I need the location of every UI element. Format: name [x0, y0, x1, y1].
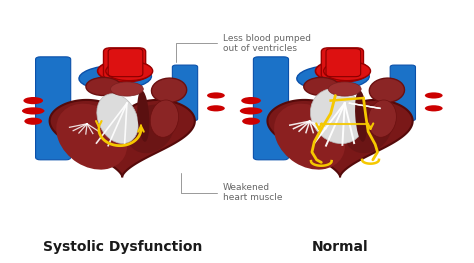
Ellipse shape — [137, 90, 149, 142]
Ellipse shape — [241, 97, 261, 104]
Text: Less blood pumped
out of ventricles: Less blood pumped out of ventricles — [176, 34, 311, 62]
FancyBboxPatch shape — [326, 49, 361, 77]
Ellipse shape — [242, 118, 260, 125]
FancyBboxPatch shape — [36, 57, 71, 160]
Text: Normal: Normal — [312, 240, 368, 254]
Ellipse shape — [97, 94, 138, 144]
FancyBboxPatch shape — [173, 65, 198, 121]
Ellipse shape — [86, 77, 121, 95]
Ellipse shape — [425, 105, 443, 112]
FancyBboxPatch shape — [103, 48, 146, 79]
FancyBboxPatch shape — [108, 49, 143, 77]
Ellipse shape — [324, 61, 371, 81]
Ellipse shape — [240, 107, 262, 114]
Ellipse shape — [24, 118, 42, 125]
Ellipse shape — [425, 92, 443, 99]
Ellipse shape — [207, 105, 225, 112]
Polygon shape — [267, 100, 413, 176]
Text: Systolic Dysfunction: Systolic Dysfunction — [43, 240, 202, 254]
Ellipse shape — [344, 105, 392, 153]
Ellipse shape — [106, 61, 153, 81]
FancyBboxPatch shape — [390, 65, 416, 121]
Polygon shape — [50, 100, 195, 176]
Ellipse shape — [355, 90, 367, 142]
Ellipse shape — [152, 78, 187, 103]
Ellipse shape — [310, 88, 365, 144]
Ellipse shape — [368, 100, 396, 137]
Ellipse shape — [207, 92, 225, 99]
Ellipse shape — [316, 60, 369, 82]
Ellipse shape — [98, 60, 152, 82]
FancyBboxPatch shape — [254, 57, 289, 160]
Ellipse shape — [150, 100, 179, 137]
Ellipse shape — [369, 78, 404, 103]
Ellipse shape — [297, 65, 369, 90]
Ellipse shape — [328, 82, 361, 96]
Ellipse shape — [274, 104, 345, 170]
Ellipse shape — [127, 105, 174, 153]
Ellipse shape — [304, 77, 339, 95]
Ellipse shape — [110, 82, 143, 96]
Ellipse shape — [79, 65, 151, 90]
Ellipse shape — [56, 104, 128, 170]
Ellipse shape — [23, 97, 43, 104]
Text: Weakened
heart muscle: Weakened heart muscle — [181, 173, 283, 203]
FancyBboxPatch shape — [321, 48, 364, 79]
Ellipse shape — [22, 107, 45, 114]
